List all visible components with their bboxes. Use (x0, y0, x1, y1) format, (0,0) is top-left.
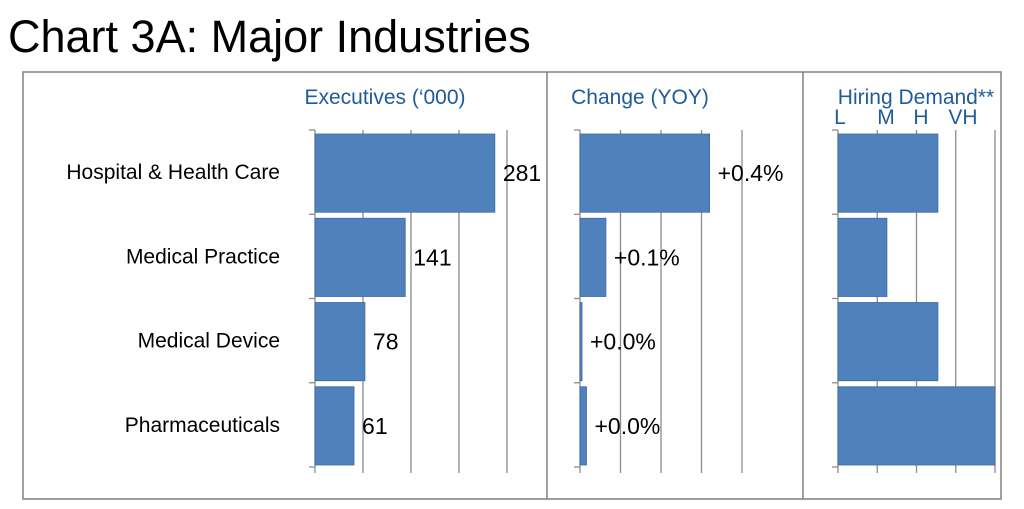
bar (837, 217, 888, 297)
data-label: 281 (503, 160, 541, 186)
panel-title: Change (YOY) (571, 86, 709, 109)
data-label: +0.1% (614, 244, 680, 270)
category-label: Medical Device (138, 330, 280, 353)
panel-title: Executives (‘000) (304, 86, 465, 109)
bar (579, 133, 711, 213)
data-label: +0.0% (590, 329, 656, 355)
bar (314, 133, 496, 213)
tick-label: L (834, 106, 846, 129)
bar (314, 217, 406, 297)
chart-title: Chart 3A: Major Industries (8, 11, 531, 62)
tick-label: VH (948, 106, 977, 129)
bar (314, 302, 366, 382)
panel-frames (22, 71, 1002, 500)
chart-frame (22, 71, 1002, 500)
executives-panel: Executives (‘000) 281 141 78 61 (304, 86, 541, 473)
category-label: Pharmaceuticals (125, 414, 280, 437)
data-label: +0.0% (594, 413, 660, 439)
category-label: Medical Practice (126, 245, 280, 268)
bar (579, 386, 587, 466)
bar (579, 217, 607, 297)
bar (579, 302, 583, 382)
data-label: 78 (373, 329, 399, 355)
category-labels: Hospital & Health Care Medical Practice Me… (66, 161, 280, 437)
tick-label: H (913, 106, 928, 129)
category-label: Hospital & Health Care (66, 161, 280, 184)
bar (837, 386, 996, 466)
change-panel: Change (YOY) +0.4% +0.1% +0.0% +0.0% (571, 86, 783, 473)
tick-label: M (877, 106, 895, 129)
data-label: 141 (413, 244, 451, 270)
data-label: +0.4% (718, 160, 784, 186)
bar (837, 302, 939, 382)
hiring-demand-panel: Hiring Demand**L M H VH (832, 86, 996, 473)
data-label: 61 (362, 413, 388, 439)
bar (314, 386, 355, 466)
panel-title: Hiring Demand** (838, 86, 994, 109)
bar (837, 133, 939, 213)
